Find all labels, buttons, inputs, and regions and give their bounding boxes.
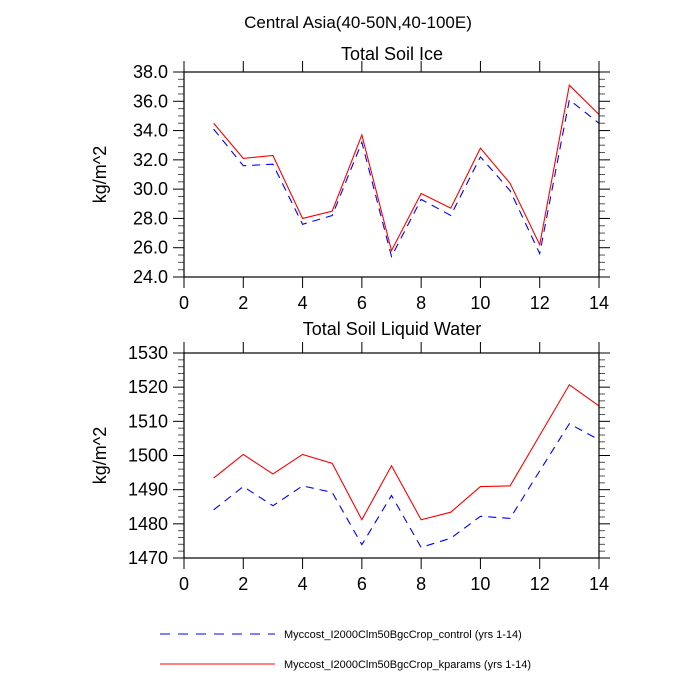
y-tick-label: 1500: [128, 446, 168, 466]
y-axis-label: kg/m^2: [90, 427, 110, 484]
y-tick-label: 1490: [128, 480, 168, 500]
plot-frame: [183, 352, 600, 559]
x-tick-label: 8: [416, 293, 426, 313]
legend-label-control: Myccost_I2000Clm50BgcCrop_control (yrs 1…: [284, 629, 522, 641]
figure-title: Central Asia(40-50N,40-100E): [244, 13, 472, 32]
y-tick-label: 1520: [128, 377, 168, 397]
y-axis-label: kg/m^2: [90, 146, 110, 203]
x-tick-label: 12: [530, 293, 550, 313]
x-tick-label: 2: [238, 574, 248, 594]
y-tick-label: 1470: [128, 548, 168, 568]
x-tick-label: 12: [530, 574, 550, 594]
y-tick-label: 1530: [128, 343, 168, 363]
y-tick-label: 38.0: [133, 62, 168, 82]
x-tick-label: 10: [470, 293, 490, 313]
x-tick-label: 4: [298, 574, 308, 594]
x-tick-label: 10: [470, 574, 490, 594]
x-tick-label: 0: [179, 574, 189, 594]
x-tick-label: 2: [238, 293, 248, 313]
y-tick-label: 30.0: [133, 179, 168, 199]
y-tick-label: 1510: [128, 411, 168, 431]
series-line-control: [213, 422, 600, 549]
y-tick-label: 32.0: [133, 150, 168, 170]
y-tick-label: 28.0: [133, 208, 168, 228]
x-tick-label: 8: [416, 574, 426, 594]
x-tick-label: 6: [357, 574, 367, 594]
y-tick-label: 26.0: [133, 238, 168, 258]
y-tick-label: 1480: [128, 514, 168, 534]
x-tick-label: 4: [298, 293, 308, 313]
series-line-kparams: [213, 383, 600, 521]
x-tick-label: 6: [357, 293, 367, 313]
y-tick-label: 34.0: [133, 121, 168, 141]
plot-frame: [183, 71, 600, 278]
panel-2: Total Soil Liquid Water kg/m^2 0 2 4 6 8 10 12 14…: [90, 319, 610, 594]
panel-1: Total Soil Ice kg/m^2 0 2 4 6 8 10 12 14 24.0 26.0 2…: [90, 44, 610, 313]
panel-title: Total Soil Liquid Water: [303, 319, 481, 339]
y-tick-label: 36.0: [133, 91, 168, 111]
x-tick-label: 14: [589, 293, 609, 313]
legend: Myccost_I2000Clm50BgcCrop_control (yrs 1…: [160, 629, 531, 671]
y-tick-label: 24.0: [133, 267, 168, 287]
panel-title: Total Soil Ice: [341, 44, 443, 64]
series-line-control: [213, 98, 600, 259]
legend-label-kparams: Myccost_I2000Clm50BgcCrop_kparams (yrs 1…: [284, 659, 531, 671]
x-tick-label: 0: [179, 293, 189, 313]
series-line-kparams: [213, 84, 600, 253]
x-tick-label: 14: [589, 574, 609, 594]
